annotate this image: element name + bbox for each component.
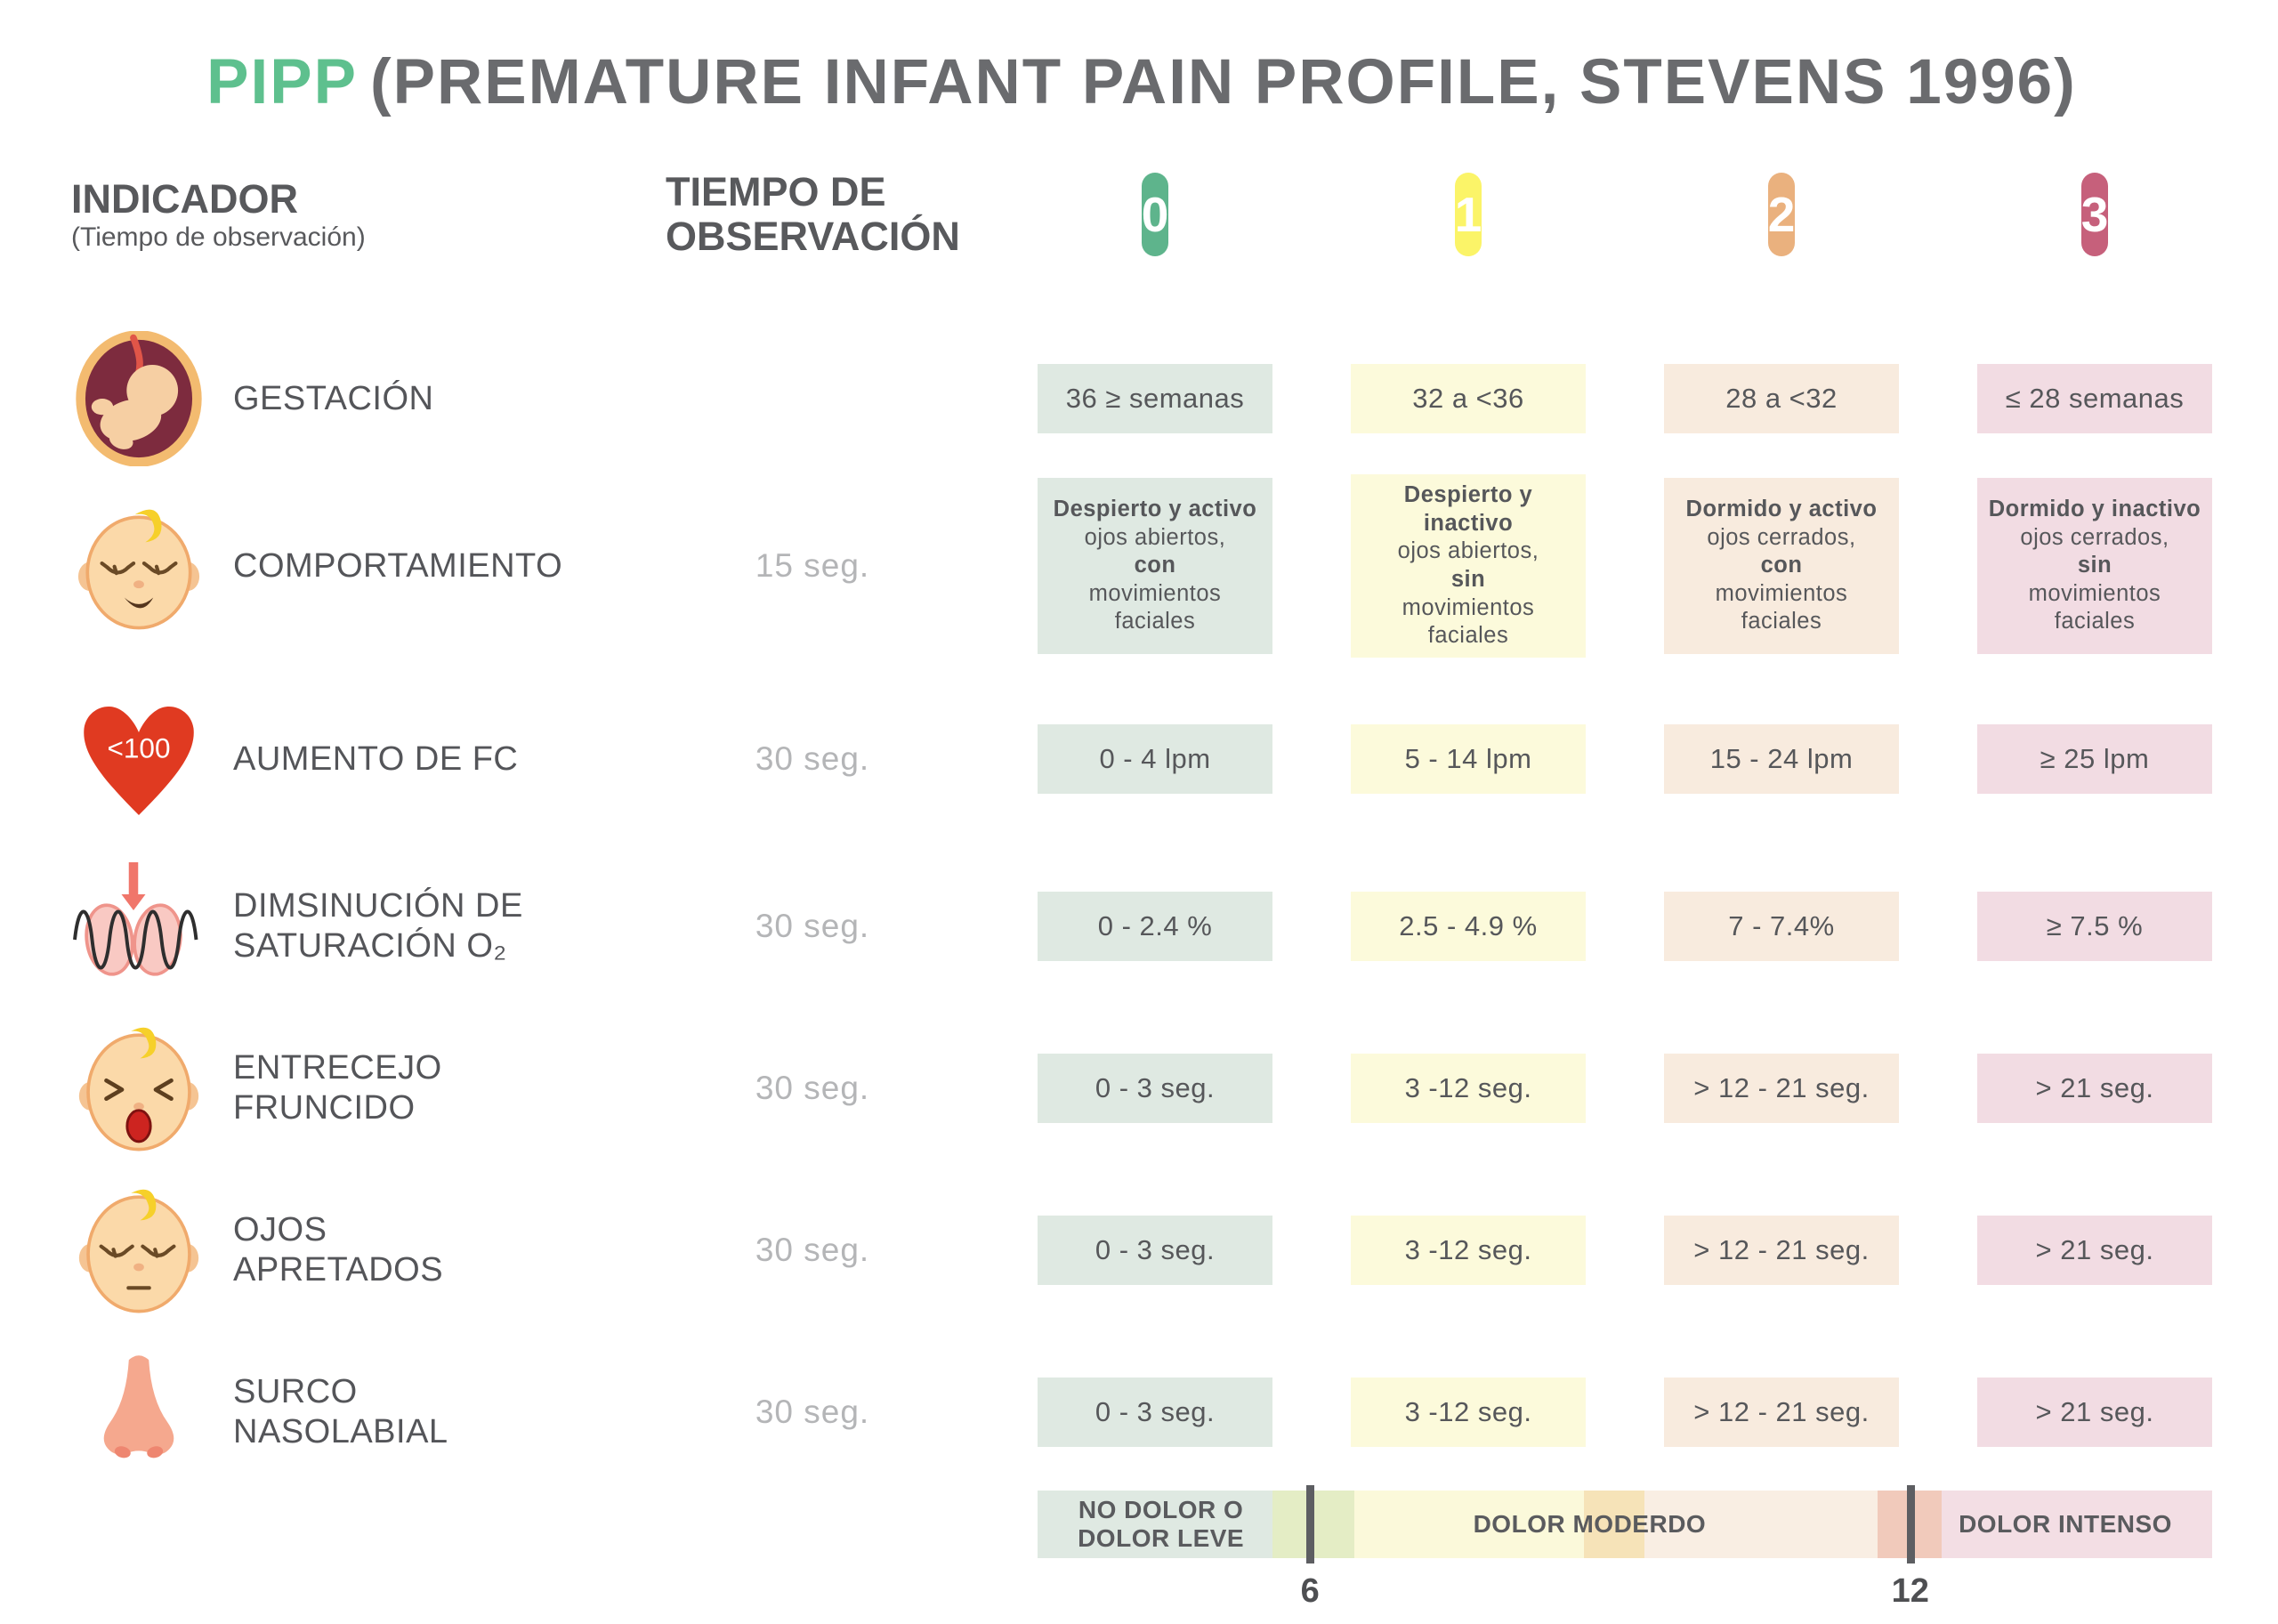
indicator-label: DIMSINUCIÓN DE SATURACIÓN O₂ bbox=[233, 887, 523, 965]
score-cell: > 21 seg. bbox=[1977, 1378, 2212, 1447]
indicator-cell: COMPORTAMIENTO bbox=[71, 498, 587, 634]
indicator-label: OJOS APRETADOS bbox=[233, 1211, 444, 1289]
scale-tick-6 bbox=[1306, 1485, 1315, 1563]
page-title: PIPP (PREMATURE INFANT PAIN PROFILE, STEV… bbox=[71, 46, 2212, 118]
scale-value-6: 6 bbox=[1300, 1572, 1320, 1610]
table-header-row: INDICADOR (Tiempo de observación) TIEMPO… bbox=[71, 169, 2212, 259]
score-cell: 0 - 4 lpm bbox=[1038, 724, 1272, 794]
baby-closed-eyes-icon bbox=[71, 1183, 206, 1318]
score-cell: ≥ 25 lpm bbox=[1977, 724, 2212, 794]
indicator-label: COMPORTAMIENTO bbox=[233, 546, 563, 585]
score-cell: 15 - 24 lpm bbox=[1664, 724, 1899, 794]
score-cell: 36 ≥ semanas bbox=[1038, 364, 1272, 433]
lungs-icon bbox=[71, 859, 206, 994]
indicator-header-title: INDICADOR bbox=[71, 176, 298, 222]
crying-baby-icon bbox=[71, 1021, 206, 1156]
indicator-cell: SURCO NASOLABIAL bbox=[71, 1345, 587, 1480]
scale-segment bbox=[1583, 1491, 1645, 1558]
indicator-cell: ENTRECEJO FRUNCIDO bbox=[71, 1021, 587, 1156]
indicator-cell: GESTACIÓN bbox=[71, 331, 587, 466]
indicator-label: AUMENTO DE FC bbox=[233, 739, 519, 778]
scale-segment bbox=[1644, 1491, 1878, 1558]
score-cell: 0 - 2.4 % bbox=[1038, 892, 1272, 961]
score-cell: Dormido y inactivo ojos cerrados, sin mo… bbox=[1977, 478, 2212, 654]
table-row-comportamiento: COMPORTAMIENTO 15 seg. Despierto y activ… bbox=[71, 474, 2212, 658]
score-cell: > 12 - 21 seg. bbox=[1664, 1216, 1899, 1285]
fetus-icon bbox=[71, 331, 206, 466]
table-row-gestacion: GESTACIÓN 36 ≥ semanas 32 a <36 28 a <32… bbox=[71, 327, 2212, 471]
title-highlight: PIPP bbox=[206, 47, 358, 117]
title-rest: (PREMATURE INFANT PAIN PROFILE, STEVENS … bbox=[369, 47, 2077, 117]
score-cell: 3 -12 seg. bbox=[1351, 1378, 1586, 1447]
score-cell: 2.5 - 4.9 % bbox=[1351, 892, 1586, 961]
observation-time: 30 seg. bbox=[755, 1394, 870, 1430]
observation-time: 30 seg. bbox=[755, 908, 870, 944]
indicator-cell: <100 AUMENTO DE FC bbox=[71, 691, 587, 827]
table-row-ojos-apretados: OJOS APRETADOS 30 seg. 0 - 3 seg. 3 -12 … bbox=[71, 1183, 2212, 1316]
score-pill-3: 3 bbox=[2080, 173, 2109, 257]
indicator-label: ENTRECEJO FRUNCIDO bbox=[233, 1049, 442, 1127]
observation-time: 15 seg. bbox=[755, 547, 870, 584]
scale-label-moderate: DOLOR MODERDO bbox=[1473, 1509, 1707, 1538]
scale-segment bbox=[1038, 1491, 1272, 1558]
table-row-entrecejo: ENTRECEJO FRUNCIDO 30 seg. 0 - 3 seg. 3 … bbox=[71, 1021, 2212, 1154]
indicator-label: GESTACIÓN bbox=[233, 379, 434, 417]
indicator-header-subtitle: (Tiempo de observación) bbox=[71, 222, 366, 253]
score-cell: 3 -12 seg. bbox=[1351, 1054, 1586, 1123]
score-pill-2: 2 bbox=[1767, 173, 1796, 257]
score-cell: > 12 - 21 seg. bbox=[1664, 1054, 1899, 1123]
scale-tick-12 bbox=[1906, 1485, 1915, 1563]
score-cell: 0 - 3 seg. bbox=[1038, 1216, 1272, 1285]
score-cell: > 21 seg. bbox=[1977, 1216, 2212, 1285]
scale-value-12: 12 bbox=[1891, 1572, 1929, 1610]
table-row-aumento-fc: <100 AUMENTO DE FC 30 seg. 0 - 4 lpm 5 -… bbox=[71, 691, 2212, 825]
indicator-cell: DIMSINUCIÓN DE SATURACIÓN O₂ bbox=[71, 859, 587, 994]
indicator-header: INDICADOR (Tiempo de observación) bbox=[71, 178, 587, 252]
score-cell: 32 a <36 bbox=[1351, 364, 1586, 433]
pain-scale: NO DOLOR O DOLOR LEVE DOLOR MODERDO DOLO… bbox=[1038, 1485, 2212, 1624]
pain-scale-bar bbox=[1038, 1491, 2212, 1558]
score-cell: Despierto y inactivo ojos abiertos, sin … bbox=[1351, 474, 1586, 658]
score-cell: 28 a <32 bbox=[1664, 364, 1899, 433]
indicator-label: SURCO NASOLABIAL bbox=[233, 1373, 448, 1450]
score-cell: 7 - 7.4% bbox=[1664, 892, 1899, 961]
observation-time: 30 seg. bbox=[755, 1070, 870, 1106]
score-cell: ≥ 7.5 % bbox=[1977, 892, 2212, 961]
score-cell: 3 -12 seg. bbox=[1351, 1216, 1586, 1285]
nose-icon bbox=[71, 1345, 206, 1480]
score-pill-1: 1 bbox=[1454, 173, 1482, 257]
table-row-saturacion-o2: DIMSINUCIÓN DE SATURACIÓN O₂ 30 seg. 0 -… bbox=[71, 859, 2212, 992]
score-cell: 0 - 3 seg. bbox=[1038, 1054, 1272, 1123]
score-cell: > 21 seg. bbox=[1977, 1054, 2212, 1123]
heart-rate-icon: <100 bbox=[71, 691, 206, 827]
pain-scale-row: NO DOLOR O DOLOR LEVE DOLOR MODERDO DOLO… bbox=[71, 1485, 2212, 1624]
scale-label-intense: DOLOR INTENSO bbox=[1959, 1509, 2172, 1538]
score-cell: 5 - 14 lpm bbox=[1351, 724, 1586, 794]
table-row-surco-nasolabial: SURCO NASOLABIAL 30 seg. 0 - 3 seg. 3 -1… bbox=[71, 1345, 2212, 1478]
observation-time: 30 seg. bbox=[755, 740, 870, 777]
score-cell: Dormido y activo ojos cerrados, con movi… bbox=[1664, 478, 1899, 654]
scale-segment bbox=[1942, 1491, 2212, 1558]
score-cell: Despierto y activo ojos abiertos, con mo… bbox=[1038, 478, 1272, 654]
scale-segment bbox=[1354, 1491, 1584, 1558]
score-cell: ≤ 28 semanas bbox=[1977, 364, 2212, 433]
score-cell: > 12 - 21 seg. bbox=[1664, 1378, 1899, 1447]
score-pill-0: 0 bbox=[1141, 173, 1169, 257]
indicator-cell: OJOS APRETADOS bbox=[71, 1183, 587, 1318]
time-header: TIEMPO DE OBSERVACIÓN bbox=[666, 169, 960, 260]
observation-time: 30 seg. bbox=[755, 1232, 870, 1268]
score-cell: 0 - 3 seg. bbox=[1038, 1378, 1272, 1447]
svg-text:<100: <100 bbox=[108, 732, 171, 764]
scale-label-low: NO DOLOR O DOLOR LEVE bbox=[1078, 1495, 1245, 1552]
baby-sleeping-icon bbox=[71, 498, 206, 634]
